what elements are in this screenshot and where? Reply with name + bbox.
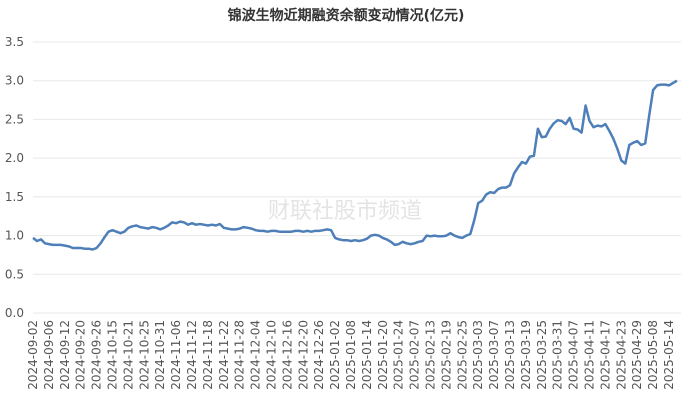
x-tick-label: 2024-10-25 (137, 320, 151, 390)
x-tick-label: 2024-11-28 (233, 320, 247, 390)
line (32, 79, 678, 251)
x-tick-label: 2025-04-07 (567, 320, 581, 390)
y-tick-label: 0.0 (5, 306, 24, 320)
x-tick-label: 2025-04-17 (598, 320, 612, 390)
x-tick-label: 2024-11-06 (169, 320, 183, 390)
x-tick-label: 2025-01-08 (344, 320, 358, 390)
x-tick-label: 2024-11-12 (185, 320, 199, 390)
x-tick-label: 2025-03-19 (519, 320, 533, 390)
x-tick-label: 2025-02-19 (439, 320, 453, 390)
x-tick-label: 2024-09-12 (58, 320, 72, 390)
x-tick-label: 2025-03-03 (471, 320, 485, 390)
x-tick-label: 2024-09-02 (26, 320, 40, 390)
x-tick-label: 2024-12-04 (249, 320, 263, 390)
x-tick-label: 2024-11-22 (217, 320, 231, 390)
x-tick-label: 2025-02-25 (455, 320, 469, 390)
x-tick-label: 2025-03-25 (535, 320, 549, 390)
x-tick-label: 2024-10-31 (153, 320, 167, 390)
x-tick-label: 2025-03-31 (551, 320, 565, 390)
y-tick-label: 1.0 (5, 229, 24, 243)
x-tick-label: 2024-10-21 (121, 320, 135, 390)
x-tick-label: 2024-12-10 (265, 320, 279, 390)
y-tick-label: 0.5 (5, 267, 24, 281)
x-tick-label: 2024-09-26 (90, 320, 104, 390)
x-tick-label: 2024-12-26 (312, 320, 326, 390)
x-tick-label: 2025-04-23 (614, 320, 628, 390)
chart-title: 锦波生物近期融资余额变动情况(亿元) (228, 7, 465, 24)
y-tick-label: 2.5 (5, 112, 24, 126)
x-tick-label: 2025-01-02 (328, 320, 342, 390)
x-tick-label: 2024-12-20 (296, 320, 310, 390)
x-tick-label: 2025-01-14 (360, 320, 374, 390)
y-tick-label: 3.5 (5, 35, 24, 49)
x-tick-label: 2025-03-07 (487, 320, 501, 390)
x-tick-label: 2024-12-16 (280, 320, 294, 390)
x-tick-label: 2025-02-07 (408, 320, 422, 390)
x-tick-label: 2024-09-06 (42, 320, 56, 390)
x-tick-label: 2025-03-13 (503, 320, 517, 390)
x-tick-label: 2025-05-08 (646, 320, 660, 390)
watermark: 财联社股市频道 (268, 199, 422, 224)
y-tick-label: 2.0 (5, 151, 24, 165)
y-tick-label: 1.5 (5, 190, 24, 204)
x-tick-label: 2025-01-24 (392, 320, 406, 390)
x-tick-label: 2024-09-20 (74, 320, 88, 390)
x-tick-label: 2024-10-15 (106, 320, 120, 390)
x-tick-label: 2025-02-13 (424, 320, 438, 390)
x-tick-label: 2024-11-18 (201, 320, 215, 390)
x-tick-label: 2025-01-20 (376, 320, 390, 390)
x-tick-label: 2025-04-11 (583, 320, 597, 390)
x-tick-label: 2025-05-14 (662, 320, 676, 390)
x-tick-label: 2025-04-29 (630, 320, 644, 390)
y-tick-label: 3.0 (5, 74, 24, 88)
